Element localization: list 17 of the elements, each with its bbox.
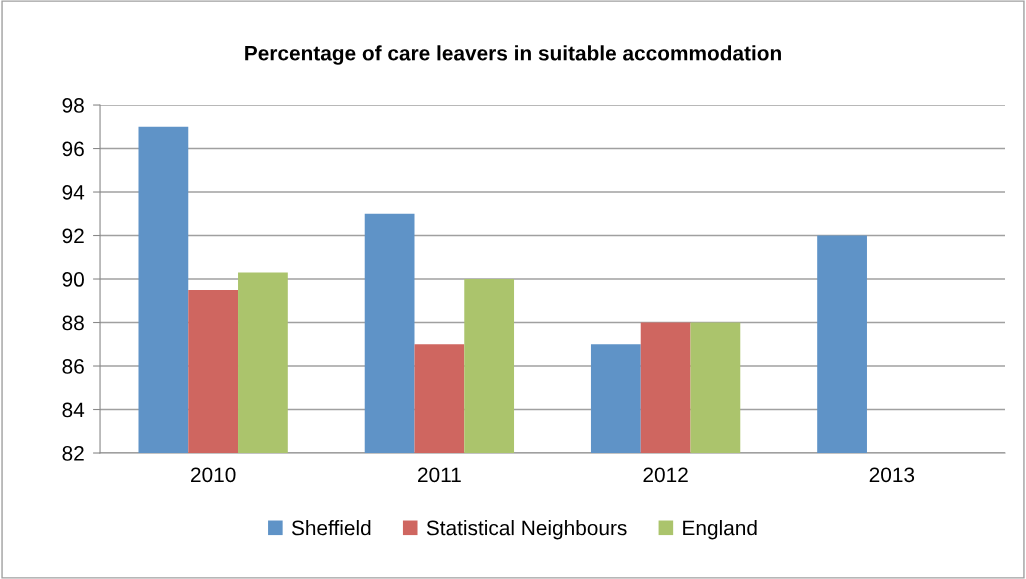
y-tick-label: 84	[62, 402, 85, 418]
y-tick-label: 98	[62, 98, 84, 113]
y-tick-label: 90	[62, 272, 84, 287]
x-tick-label: 2012	[643, 467, 688, 483]
y-tick-label: 94	[62, 185, 85, 200]
legend-label: England	[683, 520, 757, 540]
chart-title: Percentage of care leavers in suitable accommodation	[245, 45, 781, 65]
x-tick-label: 2013	[869, 467, 915, 483]
y-tick-label: 96	[62, 141, 84, 157]
y-tick-label: 86	[62, 359, 84, 374]
x-tick-label: 2011	[418, 467, 461, 483]
legend-label: Statistical Neighbours	[426, 520, 627, 540]
legend-label: Sheffield	[291, 520, 371, 536]
x-tick-label: 2010	[191, 467, 236, 483]
y-tick-label: 88	[62, 315, 84, 331]
y-tick-label: 82	[62, 446, 84, 461]
y-tick-label: 92	[62, 228, 84, 244]
